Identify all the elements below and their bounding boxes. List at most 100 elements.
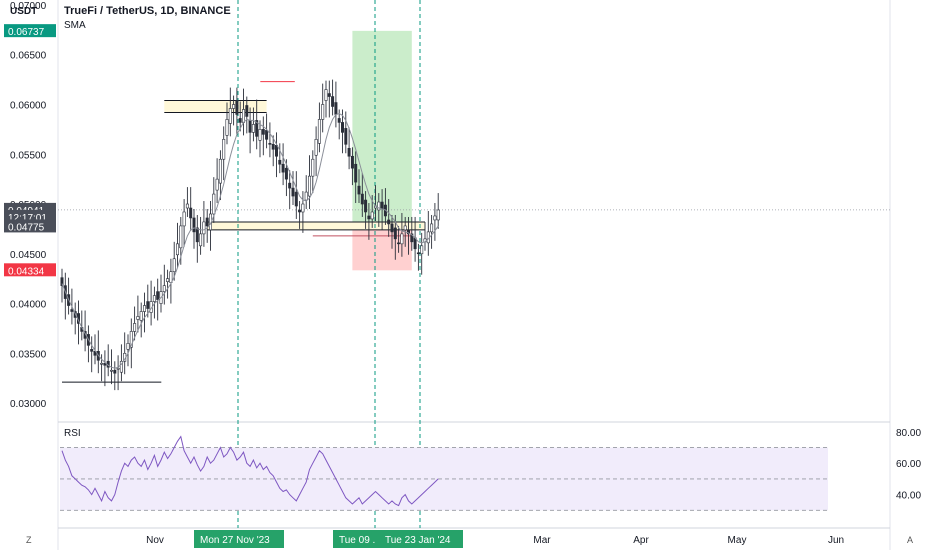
y-tick-label: 0.05500 [10, 150, 47, 161]
candle-body [143, 305, 147, 312]
price-tag [4, 263, 56, 277]
date-marker-label: Tue 23 Jan '24 [385, 535, 451, 546]
candle-body [314, 139, 318, 156]
candle-body [400, 233, 404, 245]
candle-body [416, 252, 420, 255]
candle-body [172, 258, 176, 272]
candle-body [430, 223, 434, 233]
candle-body [212, 193, 216, 215]
price-tag [4, 24, 56, 38]
x-tick-label: Apr [633, 535, 649, 546]
y-tick-label: 0.04500 [10, 250, 47, 261]
candle-body [324, 89, 328, 101]
candle-body [199, 233, 203, 247]
x-tick-label: Mar [533, 535, 551, 546]
candle-body [311, 158, 315, 177]
y-tick-label: 0.03000 [10, 399, 47, 410]
date-marker-label: Tue 09 . [339, 535, 375, 546]
candle-body [268, 143, 272, 145]
candle-body [331, 96, 335, 107]
y-tick-label: 0.06500 [10, 51, 47, 62]
y-tick-label: 0.04000 [10, 300, 47, 311]
candle-body [255, 120, 259, 137]
candle-body [179, 225, 183, 249]
candle-body [195, 227, 199, 243]
candle-body [103, 362, 107, 366]
candle-body [291, 187, 295, 197]
candle-body [433, 215, 437, 221]
candle-body [136, 316, 140, 320]
price-tag-label: 0.04775 [8, 222, 45, 233]
candle-body [185, 203, 189, 209]
candle-body [317, 119, 321, 144]
y-tick-label: 0.07000 [10, 1, 47, 12]
candle-body [70, 309, 74, 312]
candle-body [334, 102, 338, 115]
candle-body [354, 163, 358, 183]
candle-body [202, 221, 206, 235]
candle-body [288, 182, 292, 189]
resistance-zone [164, 100, 267, 113]
candle-body [176, 243, 180, 256]
candle-body [406, 229, 410, 235]
candle-body [271, 144, 275, 150]
candle-body [126, 343, 130, 350]
candle-body [380, 201, 384, 210]
chart-header: TrueFi / TetherUS, 1D, BINANCE SMA [64, 5, 231, 32]
price-tag-label: 12:17:01 [8, 213, 47, 224]
date-marker-label: Mon 27 Nov '23 [200, 535, 270, 546]
candle-body [265, 130, 269, 140]
rsi-line [61, 435, 439, 507]
candle-body [235, 100, 239, 115]
symbol-title[interactable]: TrueFi / TetherUS, 1D, BINANCE [64, 5, 231, 17]
candle-body [347, 147, 351, 157]
candle-body [436, 209, 440, 221]
candle-body [215, 178, 219, 191]
candle-body [393, 227, 397, 240]
candle-body [251, 124, 255, 133]
candle-body [321, 104, 325, 120]
currency-label: USDT [10, 6, 38, 17]
candle-body [218, 158, 222, 184]
auto-scale-icon[interactable]: A [907, 535, 914, 545]
candle-body [360, 193, 364, 205]
candle-body [340, 122, 344, 133]
candle-body [261, 129, 265, 135]
candle-body [162, 285, 166, 292]
rsi-tick-label: 40.00 [896, 491, 921, 502]
candle-body [357, 185, 361, 195]
candle-body [364, 199, 368, 213]
candle-body [60, 277, 64, 286]
candle-body [182, 211, 186, 227]
price-tag-label: 0.04334 [8, 266, 45, 277]
candle-body [278, 159, 282, 165]
candle-body [390, 223, 394, 233]
candle-body [205, 217, 209, 227]
candle-body [133, 323, 137, 332]
candle-body [420, 245, 424, 255]
candle-body [152, 295, 156, 302]
y-tick-label: 0.03500 [10, 349, 47, 360]
candle-body [274, 145, 278, 157]
candle-body [116, 367, 120, 370]
candle-body [93, 351, 97, 356]
candle-body [294, 191, 298, 207]
candle-body [410, 233, 414, 243]
candle-body [377, 201, 381, 211]
candle-body [258, 129, 262, 141]
sma-indicator-label[interactable]: SMA [64, 20, 86, 31]
timezone-icon[interactable]: Z [26, 535, 32, 545]
candle-body [156, 291, 160, 300]
candle-body [139, 311, 143, 321]
candle-body [307, 175, 311, 197]
candle-body [397, 242, 401, 245]
y-tick-label: 0.06000 [10, 101, 47, 112]
candle-body [327, 93, 331, 97]
candle-body [387, 219, 391, 225]
candle-body [370, 211, 374, 220]
candle-body [225, 119, 229, 136]
x-tick-label: May [728, 535, 747, 546]
rsi-indicator-label[interactable]: RSI [64, 428, 81, 439]
sma-line [61, 112, 439, 369]
